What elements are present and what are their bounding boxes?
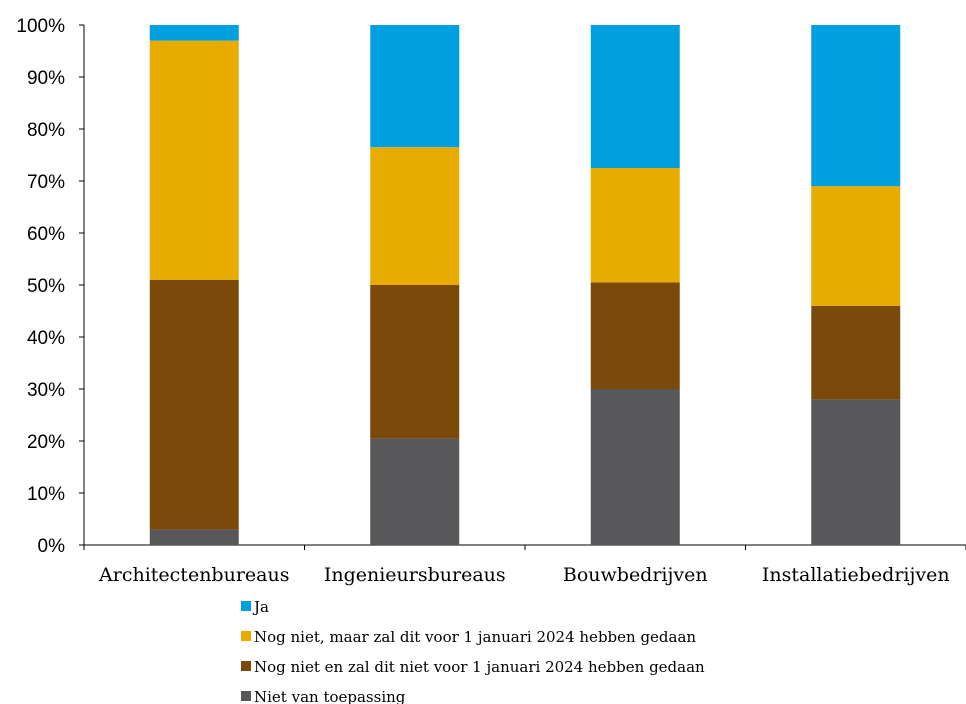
x-tick-label: Bouwbedrijven [563,564,708,586]
bar-segment [811,305,901,400]
bar-segment [590,25,680,168]
y-tick-label: 30% [27,380,65,401]
y-tick-label: 50% [27,276,65,297]
legend-label: Nog niet en zal dit niet voor 1 januari … [254,658,705,676]
y-tick-label: 40% [27,328,65,349]
y-tick-label: 70% [27,172,65,193]
legend-swatch [241,601,251,611]
y-tick-label: 90% [27,68,65,89]
legend: Ja Nog niet, maar zal dit voor 1 januari … [241,598,705,704]
bar-segment [370,438,460,545]
bar-segment [370,285,460,439]
bar-segment [149,25,239,41]
bar-segment [149,40,239,280]
bar-segment [590,282,680,389]
x-axis: Architectenbureaus Ingenieursbureaus Bouwb… [83,544,966,586]
bar-segment [590,389,680,545]
legend-label: Nog niet, maar zal dit voor 1 januari 20… [254,628,696,646]
legend-label: Niet van toepassing [254,688,406,704]
x-tick-label: Architectenbureaus [98,564,289,586]
legend-swatch [241,691,251,701]
y-axis: 0% 10% 20% 30% 40% 50% 60% 70% 80% 90% 100% [16,16,85,557]
x-tick-label: Installatiebedrijven [762,564,950,586]
y-tick-label: 100% [16,16,65,37]
bar-segment [149,529,239,545]
bar-segment [149,279,239,530]
bar-segment [590,168,680,283]
bar-segment [370,147,460,285]
legend-swatch [241,661,251,671]
y-tick-label: 80% [27,120,65,141]
y-tick-label: 0% [38,536,66,557]
x-tick-label: Ingenieursbureaus [324,564,506,586]
y-tick-label: 20% [27,432,65,453]
bar-segment [811,25,901,187]
legend-label: Ja [252,598,269,616]
bar-segment [811,399,901,545]
bars [149,25,901,545]
bar-segment [370,25,460,148]
bar-segment [811,186,901,306]
legend-swatch [241,631,251,641]
y-tick-label: 60% [27,224,65,245]
y-tick-label: 10% [27,484,65,505]
